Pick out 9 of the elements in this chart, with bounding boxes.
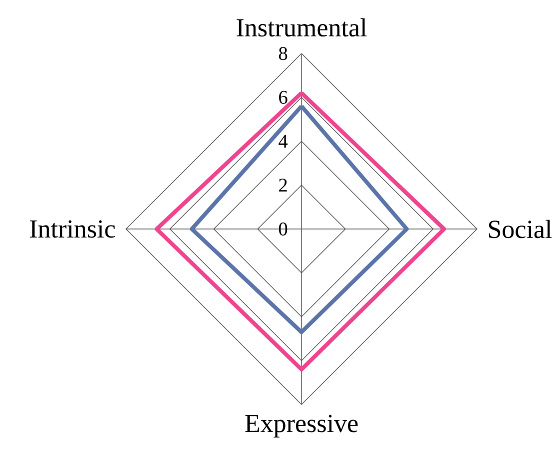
y-tick-label: 4 — [278, 134, 288, 148]
spoke-label: Instrumental — [236, 18, 367, 37]
y-tick-label: 6 — [279, 90, 288, 104]
y-tick-label: 8 — [278, 46, 288, 60]
spoke-label: Intrinsic — [30, 220, 115, 238]
y-tick-label: 2 — [279, 178, 287, 192]
spoke-label: Expressive — [245, 414, 358, 438]
spoke-label: Social — [489, 220, 552, 238]
y-tick-label: 0 — [278, 222, 288, 236]
